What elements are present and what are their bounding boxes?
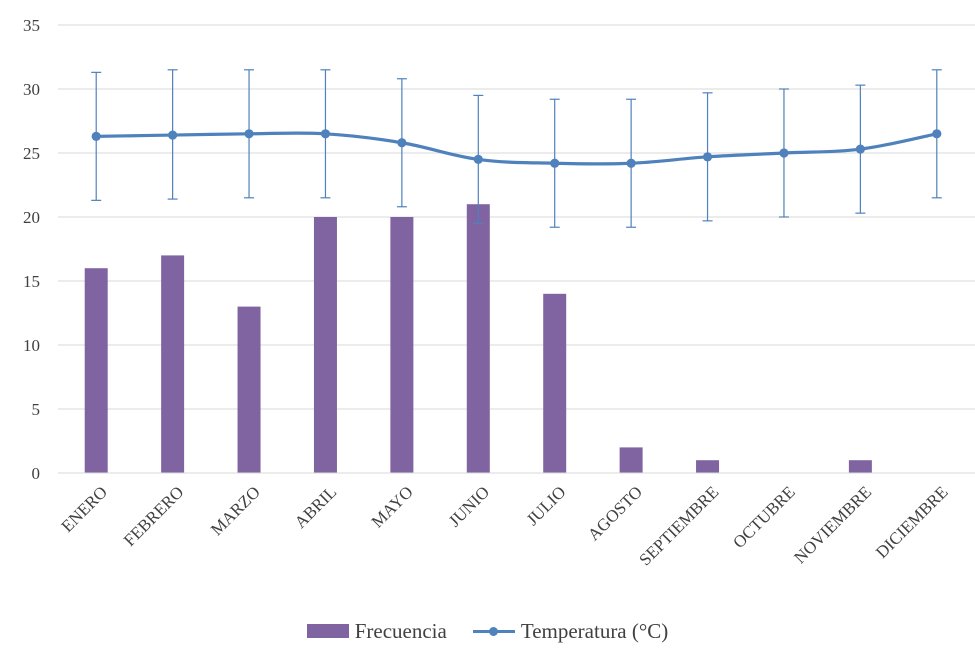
x-tick-label: SEPTIEMBRE — [635, 482, 722, 569]
temperature-point — [855, 144, 865, 154]
y-tick-label: 0 — [32, 464, 41, 483]
bar — [84, 268, 108, 473]
y-tick-label: 30 — [23, 80, 40, 99]
x-tick-label: JULIO — [523, 482, 570, 529]
y-tick-label: 35 — [23, 16, 40, 35]
temperature-point — [168, 130, 178, 140]
bar — [466, 204, 490, 473]
legend-label-temperatura: Temperatura (°C) — [520, 618, 669, 643]
x-tick-label: AGOSTO — [584, 482, 646, 544]
x-tick-label: MARZO — [207, 482, 264, 539]
gridlines — [58, 24, 975, 474]
y-tick-label: 25 — [23, 144, 40, 163]
temperature-point — [320, 129, 331, 139]
bar — [161, 255, 185, 473]
legend-label-frecuencia: Frecuencia — [354, 618, 447, 643]
y-tick-label: 15 — [23, 272, 40, 291]
temperature-error-bars — [91, 69, 942, 228]
y-tick-label: 5 — [32, 400, 41, 419]
bar — [848, 460, 872, 473]
temperature-point — [626, 158, 636, 168]
x-tick-label: OCTUBRE — [729, 482, 799, 552]
legend-item-frecuencia: Frecuencia — [306, 618, 447, 644]
y-axis: 0 5 10 15 20 25 30 35 — [23, 16, 40, 483]
frequency-bars — [84, 204, 872, 473]
temperature-point — [397, 138, 407, 148]
bar — [313, 217, 337, 473]
temperature-point — [932, 129, 942, 139]
temperature-point — [779, 148, 789, 158]
legend: Frecuencia Temperatura (°C) — [0, 616, 975, 646]
y-tick-label: 10 — [23, 336, 40, 355]
bar — [696, 460, 720, 473]
legend-item-temperatura: Temperatura (°C) — [472, 618, 669, 644]
temperature-point — [91, 131, 101, 141]
temperature-point — [473, 154, 483, 164]
x-tick-label: NOVIEMBRE — [790, 482, 875, 567]
x-tick-label: DICIEMBRE — [872, 482, 952, 562]
x-tick-label: JUNIO — [445, 482, 493, 530]
temperature-line — [91, 129, 942, 168]
bar — [237, 306, 261, 473]
x-tick-label: MAYO — [368, 482, 417, 531]
temperature-point — [702, 152, 713, 162]
legend-swatch-line — [472, 624, 515, 638]
x-axis: ENERO FEBRERO MARZO ABRIL MAYO JUNIO JULIO AGOS… — [58, 472, 975, 569]
y-tick-label: 20 — [23, 208, 40, 227]
x-tick-label: FEBRERO — [120, 482, 188, 550]
bar — [619, 447, 643, 473]
x-tick-label: ABRIL — [291, 482, 340, 531]
temperature-point — [550, 158, 560, 168]
bar — [390, 217, 414, 473]
bar — [543, 293, 567, 473]
legend-swatch-bar — [306, 624, 349, 638]
temperature-point — [244, 129, 254, 139]
x-tick-label: ENERO — [58, 482, 112, 536]
temperature-line-path — [96, 131, 938, 166]
